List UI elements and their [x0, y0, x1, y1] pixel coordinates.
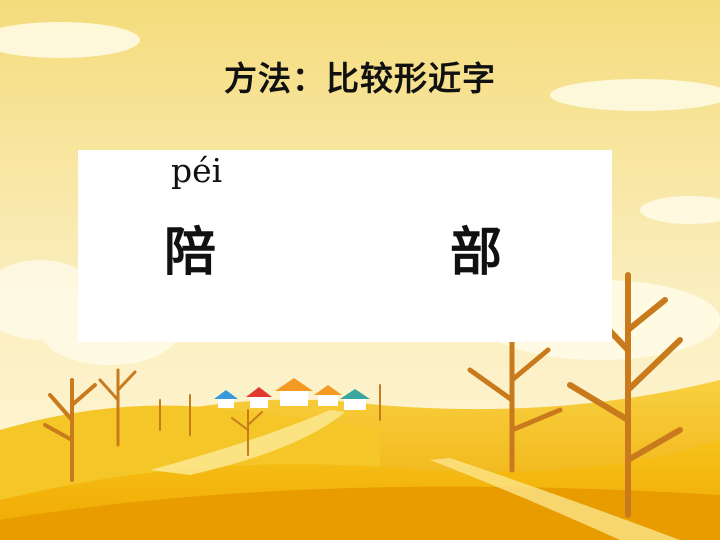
slide-title: 方法：比较形近字 — [224, 59, 496, 98]
character-left: 陪 — [164, 223, 217, 283]
houses — [214, 378, 370, 410]
pinyin-label: péi — [171, 151, 223, 190]
character-right: 部 — [450, 223, 503, 283]
character-card: péi 陪 部 — [78, 150, 612, 342]
